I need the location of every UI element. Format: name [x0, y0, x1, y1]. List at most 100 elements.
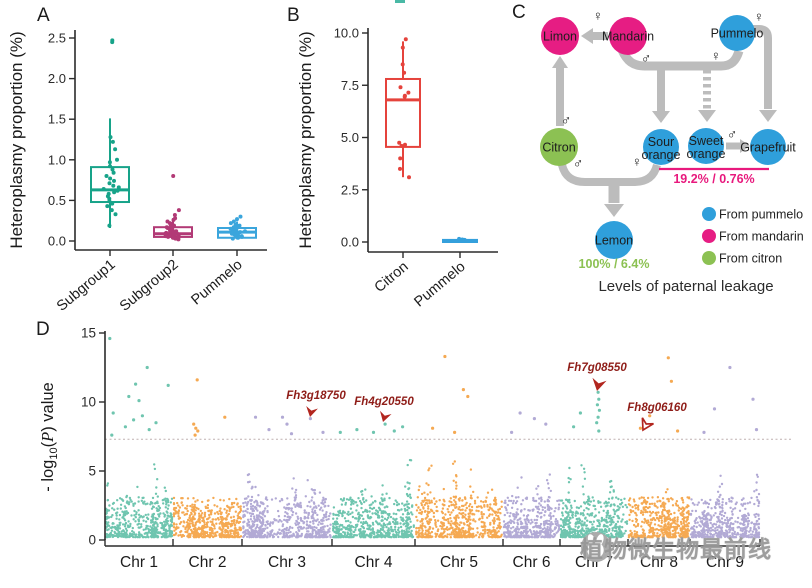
ylabel-d-close: ) value [38, 382, 57, 432]
chr-label: Chr 2 [189, 554, 227, 571]
legend-swatch [702, 251, 716, 265]
node-mandarin: Mandarin [602, 17, 654, 55]
y-tick-label: 15 [81, 326, 96, 341]
panel-a-label: A [37, 5, 50, 26]
points-chr3 [242, 415, 332, 539]
points-chr6 [502, 411, 561, 539]
legend-swatch [702, 207, 716, 221]
panel-d-label: D [36, 319, 50, 340]
y-tick-label: 2.0 [48, 71, 66, 86]
gender-symbol: ♀ [632, 154, 643, 170]
y-tick-label: 1.5 [48, 112, 66, 127]
y-tick-label: 0.0 [341, 235, 359, 250]
points-chr1 [104, 336, 174, 539]
ylabel-d-pre: - log [38, 459, 57, 492]
jitter-points-pummelo [228, 214, 247, 241]
chr-label: Chr 6 [513, 554, 551, 571]
gene-label: Fh3g18750 [286, 390, 346, 402]
gene-annotation-fh8g06160: Fh8g06160 [627, 402, 687, 432]
node-label: Lemon [595, 234, 633, 248]
node-label: Pummelo [711, 27, 764, 41]
points-chr5 [415, 354, 503, 539]
chr-label: Chr 5 [440, 554, 478, 571]
sour-grapefruit-rate: 19.2% / 0.76% [673, 172, 754, 186]
panel-c-diagram: Limon Mandarin Pummelo Citron Sour orangeSwee… [540, 8, 804, 271]
jitter-points-subgroup1 [101, 38, 121, 228]
axes-D: 0 5 10 15 Chr 1 Chr 2 Chr 3 Chr 4 Chr 5 Chr 6 Chr … [81, 326, 761, 571]
watermark-logo-icon [581, 532, 611, 562]
gene-annotation-fh7g08550: Fh7g08550 [567, 362, 627, 391]
points-chr2 [172, 378, 243, 539]
panel-c-label: C [512, 2, 526, 23]
node-label: Citron [542, 141, 575, 155]
gender-symbol: ♀ [593, 8, 604, 24]
y-tick-label: 7.5 [341, 78, 359, 93]
y-tick-label: 2.5 [341, 182, 359, 197]
points-chr8 [627, 356, 691, 539]
chr-label: Chr 3 [268, 554, 306, 571]
jitter-points-pummelo [457, 236, 467, 243]
panel-b-y-axis-title: Heteroplasmy proportion (%) [296, 31, 315, 249]
node-citron: Citron [540, 128, 578, 166]
panel-c-caption: Levels of paternal leakage [598, 278, 774, 295]
ylabel-d-sub: 10 [48, 447, 61, 460]
legend-label: From pummelo [719, 208, 803, 222]
node-grapefruit: Grapefruit [740, 129, 796, 165]
node-lemon: Lemon [595, 221, 633, 259]
y-tick-label: 0.5 [48, 193, 66, 208]
legend-label: From citron [719, 252, 782, 266]
node-label: Sour orange [642, 135, 681, 162]
x-category-label: Citron [372, 259, 412, 296]
panel-a-y-axis-title: Heteroplasmy proportion (%) [7, 31, 26, 249]
gender-symbol: ♀ [754, 9, 765, 25]
gene-annotation-fh4g20550: Fh4g20550 [354, 396, 414, 422]
node-label: Mandarin [602, 30, 654, 44]
diagram-nodes: Limon Mandarin Pummelo Citron Sour orangeSwee… [540, 15, 796, 259]
y-tick-label: 5 [88, 464, 96, 479]
lemon-rate: 100% / 6.4% [579, 257, 650, 271]
node-pummelo: Pummelo [711, 15, 764, 51]
chr-label: Chr 1 [120, 554, 158, 571]
node-limon: Limon [541, 17, 579, 55]
gender-symbol: ♂ [573, 155, 584, 171]
jitter-points-subgroup2 [163, 174, 181, 242]
points-chr9 [689, 365, 761, 539]
legend-swatch [702, 229, 716, 243]
x-category-label: Pummelo [411, 259, 468, 311]
filled-arrowhead-icon [592, 377, 607, 391]
x-category-label: Subgroup1 [54, 257, 119, 312]
chr-label: Chr 8 [640, 554, 678, 571]
y-tick-label: 10.0 [334, 26, 359, 41]
watermark-text: 植物微生物最前线 [580, 536, 772, 562]
gene-label: Fh7g08550 [567, 362, 627, 374]
y-tick-label: 5.0 [341, 130, 359, 145]
points-chr7 [559, 390, 629, 539]
panel-b-label: B [287, 5, 300, 26]
box-subgroup1 [90, 118, 130, 229]
y-tick-label: 2.5 [48, 31, 66, 46]
gene-annotation-fh3g18750: Fh3g18750 [286, 390, 346, 417]
filled-arrowhead-icon [379, 410, 392, 422]
gene-label: Fh8g06160 [627, 402, 687, 414]
node-sweet-orange: Sweet orange [687, 128, 726, 164]
open-arrowhead-icon [641, 417, 654, 432]
watermark: 植物微生物最前线 [580, 530, 772, 564]
x-category-label: Pummelo [188, 257, 245, 309]
gender-symbol: ♂ [561, 112, 572, 128]
gender-symbol: ♂ [641, 50, 652, 66]
y-tick-label: 0.0 [48, 234, 66, 249]
ylabel-d-open: ( [38, 441, 57, 448]
y-tick-label: 1.0 [48, 152, 66, 167]
stray-figure-edge-mark [395, 0, 405, 3]
chr-label: Chr 4 [355, 554, 393, 571]
ylabel-d-pvar: P [37, 431, 57, 442]
gene-label: Fh4g20550 [354, 396, 414, 408]
panel-d-manhattan-plot: 0 5 10 15 Chr 1 Chr 2 Chr 3 Chr 4 Chr 5 Chr 6 Chr … [81, 326, 792, 571]
gender-symbol: ♀ [711, 48, 722, 64]
node-label: Limon [543, 30, 577, 44]
diagram-legend: From pummelo From mandarin From citron [702, 207, 804, 266]
box-citron [385, 41, 421, 178]
